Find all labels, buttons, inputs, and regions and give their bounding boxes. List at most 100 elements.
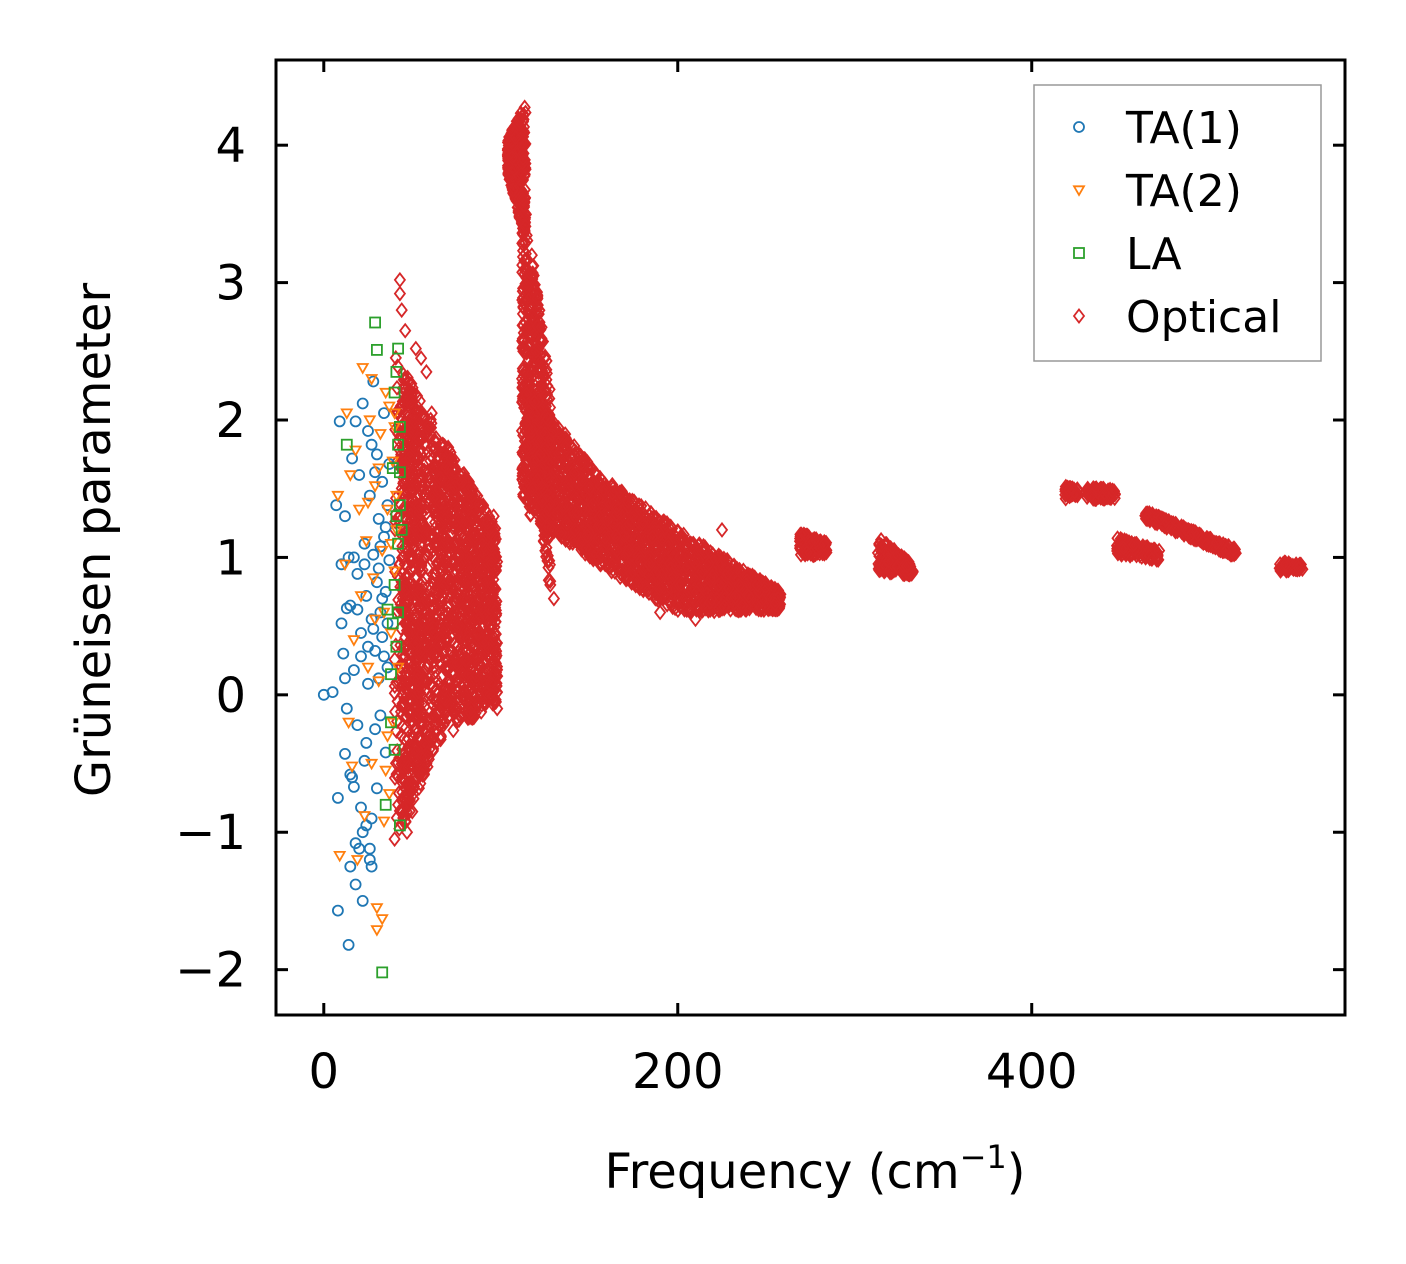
- optical-point: [454, 528, 468, 545]
- optical-point: [468, 528, 482, 545]
- optical-point: [406, 718, 419, 734]
- optical-point: [422, 537, 435, 554]
- optical-point: [397, 366, 410, 383]
- optical-point: [398, 583, 411, 600]
- optical-point: [560, 496, 574, 513]
- optical-point: [421, 560, 434, 577]
- optical-point: [486, 586, 500, 603]
- optical-point: [472, 654, 485, 671]
- optical-point: [488, 630, 501, 646]
- optical-point: [531, 290, 544, 307]
- optical-point: [520, 437, 533, 454]
- optical-point: [534, 333, 547, 350]
- optical-point: [442, 708, 455, 725]
- optical-point: [407, 608, 421, 625]
- optical-point: [475, 563, 488, 580]
- optical-point: [399, 675, 412, 692]
- optical-point: [483, 599, 496, 616]
- optical-point: [433, 530, 447, 547]
- optical-point: [568, 465, 581, 482]
- optical-point: [415, 563, 428, 580]
- optical-point: [415, 558, 428, 574]
- optical-point: [439, 633, 453, 650]
- optical-point: [517, 387, 531, 404]
- optical-point: [402, 759, 415, 776]
- optical-point: [520, 270, 533, 286]
- optical-point: [525, 423, 539, 440]
- optical-point: [482, 640, 496, 657]
- optical-point: [434, 727, 447, 744]
- optical-point: [440, 459, 453, 476]
- optical-point: [565, 448, 578, 465]
- optical-point: [406, 481, 420, 498]
- optical-point: [408, 413, 421, 430]
- optical-point: [465, 672, 478, 689]
- optical-point: [534, 424, 548, 441]
- optical-point: [520, 455, 533, 472]
- optical-point: [412, 451, 425, 468]
- optical-point: [489, 531, 502, 547]
- optical-point: [480, 624, 493, 641]
- optical-point: [434, 516, 447, 532]
- optical-point: [465, 686, 478, 703]
- optical-point: [532, 393, 545, 410]
- optical-point: [453, 556, 466, 573]
- optical-point: [517, 343, 530, 360]
- optical-point: [531, 288, 544, 305]
- optical-point: [513, 113, 526, 130]
- optical-point: [475, 506, 488, 522]
- optical-point: [519, 218, 532, 235]
- optical-point: [447, 491, 460, 508]
- optical-point: [481, 514, 494, 531]
- optical-point: [566, 535, 579, 551]
- optical-point: [503, 166, 516, 182]
- optical-point: [419, 587, 432, 604]
- optical-point: [422, 608, 435, 625]
- optical-point: [428, 432, 441, 449]
- optical-point: [453, 520, 466, 537]
- optical-point: [412, 498, 426, 515]
- optical-point: [490, 658, 504, 675]
- optical-point: [444, 539, 458, 556]
- optical-point: [405, 388, 418, 404]
- optical-point: [406, 601, 420, 618]
- optical-point: [421, 744, 434, 761]
- optical-point: [579, 540, 593, 557]
- optical-point: [400, 428, 413, 445]
- optical-point: [405, 491, 418, 508]
- optical-point: [544, 573, 557, 590]
- optical-point: [516, 191, 529, 208]
- optical-point: [391, 742, 404, 759]
- optical-point: [416, 499, 429, 516]
- optical-point: [459, 538, 472, 554]
- optical-point: [522, 403, 535, 420]
- optical-point: [528, 406, 541, 423]
- optical-point: [535, 511, 548, 527]
- optical-point: [433, 695, 447, 712]
- optical-point: [540, 361, 553, 378]
- optical-point: [470, 667, 483, 684]
- optical-point: [407, 785, 420, 802]
- optical-point: [448, 687, 461, 703]
- optical-point: [408, 536, 421, 553]
- optical-point: [552, 419, 565, 436]
- optical-point: [412, 695, 426, 712]
- optical-point: [451, 544, 464, 561]
- optical-point: [525, 247, 538, 264]
- optical-point: [574, 513, 588, 530]
- optical-point: [505, 149, 519, 166]
- optical-point: [403, 803, 416, 820]
- optical-point: [547, 423, 560, 440]
- optical-point: [479, 587, 492, 604]
- optical-point: [551, 505, 564, 522]
- optical-point: [433, 470, 447, 487]
- optical-point: [531, 318, 544, 335]
- optical-point: [486, 548, 500, 565]
- optical-point: [449, 703, 463, 720]
- optical-point: [485, 552, 498, 569]
- optical-point: [398, 730, 411, 747]
- optical-point: [518, 211, 531, 228]
- optical-point: [486, 577, 499, 594]
- optical-point: [433, 703, 446, 720]
- optical-point: [398, 762, 411, 778]
